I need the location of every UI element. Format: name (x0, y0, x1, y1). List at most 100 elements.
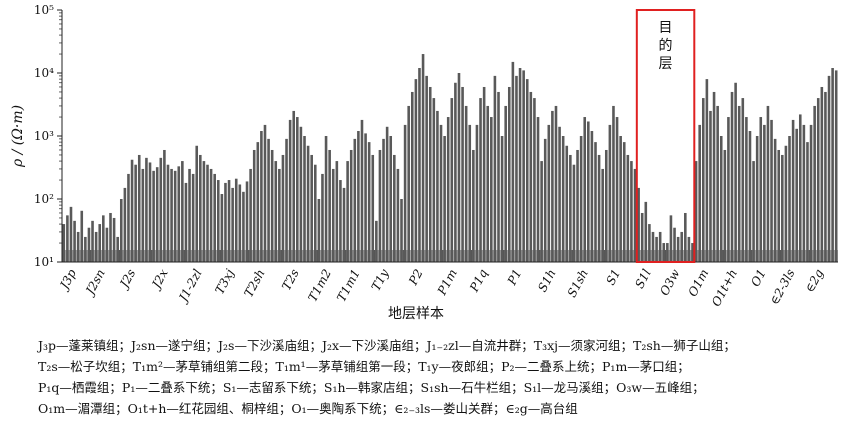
data-bar (791, 119, 795, 262)
x-tick-label: O1m (685, 267, 711, 299)
data-bar (730, 91, 734, 263)
x-tick-label: O1t+h (709, 267, 740, 309)
data-bar (346, 161, 349, 262)
data-bar (73, 220, 76, 262)
x-tick-label: ∈2-3ls (767, 267, 797, 307)
data-bar (303, 136, 306, 262)
data-bar (454, 82, 457, 262)
data-bar (748, 131, 752, 262)
data-bar (809, 124, 813, 262)
data-bar (134, 164, 137, 262)
data-bar (288, 119, 292, 262)
data-bar (173, 170, 177, 262)
data-bar (727, 117, 730, 262)
data-bar (633, 168, 637, 262)
data-bar (486, 105, 490, 262)
data-bar (292, 110, 296, 263)
data-bar (745, 117, 748, 262)
legend-line-4: O₁m—湄潭组；O₁t+h—红花园组、桐梓组；O₁—奥陶系下统；∈₂₋₃ls—娄… (38, 401, 578, 416)
data-bar (515, 75, 518, 262)
data-bar (145, 157, 148, 262)
data-bar (788, 136, 791, 262)
data-bar (191, 173, 195, 262)
data-bar (62, 224, 66, 262)
data-bar (597, 154, 601, 262)
data-bar (339, 180, 342, 262)
data-bar (666, 243, 669, 262)
data-bar (306, 145, 310, 262)
data-bar (76, 231, 80, 262)
data-bar (766, 105, 770, 262)
data-bar (148, 162, 152, 262)
x-tick-label: J1-2zl (175, 267, 205, 307)
data-bar (676, 236, 680, 262)
x-tick-label: P1m (434, 267, 460, 298)
x-tick-label: T2sh (241, 267, 267, 300)
data-bar (367, 142, 371, 262)
data-bar (324, 136, 328, 262)
data-bar (159, 157, 163, 262)
data-bar (439, 124, 443, 262)
data-bar (694, 161, 698, 262)
data-bar (687, 236, 691, 262)
data-bar (375, 220, 378, 262)
data-bar (281, 154, 285, 262)
data-bar (410, 91, 414, 263)
data-bar (274, 161, 278, 262)
legend-line-1: J₃p—蓬莱镇组；J₂sn—遂宁组；J₂s—下沙溪庙组；J₂x—下沙溪庙组；J₁… (38, 338, 736, 353)
data-bar (472, 149, 475, 262)
data-bar (637, 187, 640, 262)
legend-line-3: P₁q—栖霞组；P₁—二叠系下统；S₁—志留系下统；S₁h—韩家店组；S₁sh—… (38, 380, 705, 395)
data-bar (224, 182, 227, 262)
data-bar (784, 145, 788, 262)
data-bar (640, 212, 644, 262)
x-tick-label: P1 (504, 267, 524, 288)
data-bar (155, 167, 159, 262)
x-tick-label: S1h (535, 267, 558, 294)
y-tick-label: 10⁵ (34, 3, 54, 17)
data-bar (719, 136, 723, 262)
data-bar (741, 98, 745, 262)
data-bar (540, 161, 543, 262)
data-bar (357, 131, 360, 262)
x-tick-label: P1q (467, 267, 491, 295)
data-bar (619, 136, 622, 262)
data-bar (831, 68, 834, 262)
data-bar (317, 199, 321, 262)
data-bar (364, 133, 367, 262)
data-bar (734, 82, 737, 262)
data-bar (385, 126, 389, 262)
data-bar (493, 75, 497, 262)
data-bar (712, 91, 716, 263)
data-bar (278, 168, 281, 262)
data-bar (601, 168, 604, 262)
data-bar (328, 149, 331, 262)
data-bar (737, 105, 741, 262)
data-bar (612, 105, 615, 262)
target-layer-label-char: 目 (659, 20, 673, 36)
data-bar (418, 68, 421, 262)
target-layer-label-char: 的 (659, 38, 673, 54)
data-bar (166, 164, 170, 262)
data-bar (371, 154, 375, 262)
data-bar (813, 105, 816, 262)
data-bar (504, 105, 507, 262)
data-bar (446, 117, 450, 262)
data-bar (755, 136, 759, 262)
data-bar (66, 215, 69, 262)
x-tick-label: T3xj (212, 267, 237, 297)
data-bar (256, 142, 260, 262)
data-bar (360, 119, 364, 262)
y-tick-label: 10⁴ (34, 66, 54, 80)
data-bar (551, 110, 554, 263)
data-bar (177, 166, 181, 262)
data-bar (403, 124, 407, 262)
x-tick-label: T2s (279, 267, 302, 293)
data-bar (238, 184, 242, 262)
data-bar (407, 105, 410, 262)
x-tick-label: O3w (657, 266, 683, 298)
data-bar (658, 231, 662, 262)
data-bar (651, 231, 655, 262)
data-bar (335, 161, 339, 262)
data-bar (579, 136, 583, 262)
